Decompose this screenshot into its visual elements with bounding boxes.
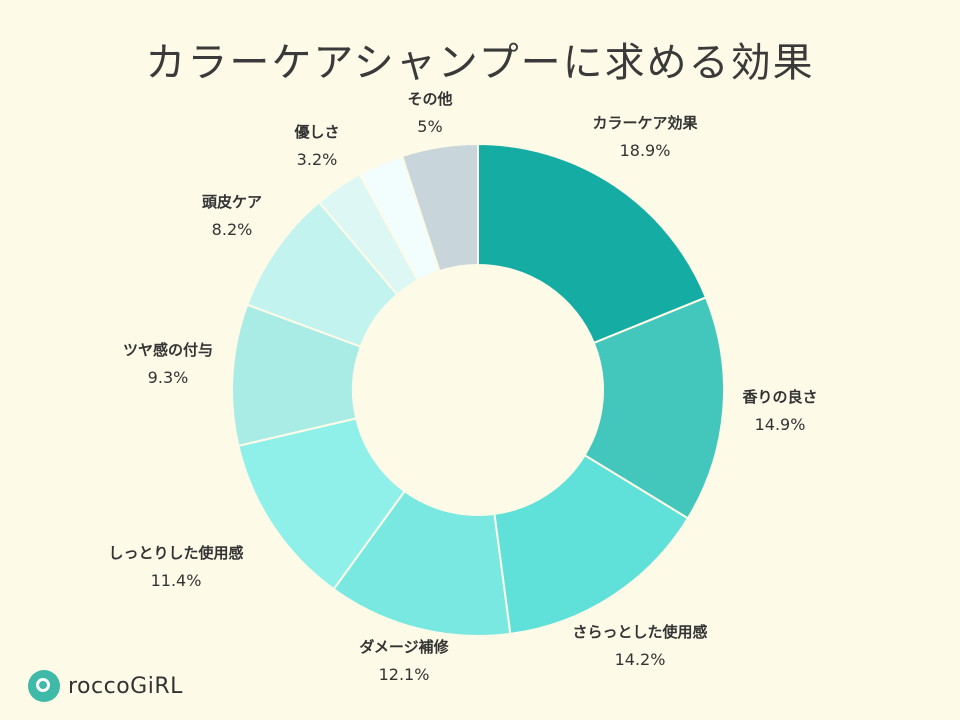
slice-value: 14.2%	[615, 650, 666, 669]
slice-label: さらっとした使用感	[572, 623, 707, 641]
chart-title: カラーケアシャンプーに求める効果	[145, 40, 815, 86]
logo-text: roccoGiRL	[68, 673, 183, 699]
slice-label: ツヤ感の付与	[123, 341, 213, 359]
slice-value: 11.4%	[151, 571, 202, 590]
slice-label: 香りの良さ	[742, 388, 817, 406]
slice-value: 18.9%	[620, 141, 671, 160]
slice-value: 9.3%	[148, 368, 189, 387]
slice-label: ダメージ補修	[359, 638, 449, 656]
slice-label: しっとりした使用感	[108, 544, 243, 562]
slice-value: 3.2%	[297, 150, 338, 169]
slice-label: 頭皮ケア	[202, 193, 262, 211]
slice-value: 8.2%	[212, 220, 253, 239]
slice-label: 優しさ	[293, 123, 339, 141]
slice-value: 12.1%	[379, 665, 430, 684]
donut-hole	[353, 265, 603, 515]
roccogirl-logo-icon	[28, 670, 60, 702]
slice-value: 14.9%	[755, 415, 806, 434]
slice-label: その他	[407, 90, 452, 108]
slice-value: 5%	[417, 117, 442, 136]
brand-logo: roccoGiRL	[28, 670, 183, 702]
slice-label: カラーケア効果	[592, 114, 698, 132]
